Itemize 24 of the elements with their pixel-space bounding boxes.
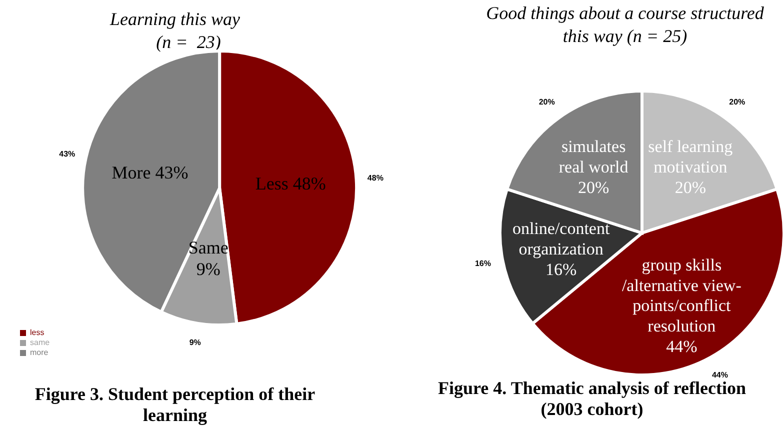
text: More 43% <box>112 162 188 182</box>
text: 20% <box>578 177 610 196</box>
chart-title: Good things about a course structured this way (n = 25) <box>485 2 765 48</box>
caption: Figure 4. Thematic analysis of reflection (2003 cohort) <box>437 378 747 420</box>
slice-label: self learning motivation <box>648 136 734 176</box>
slice-label: simulates real world <box>558 136 629 176</box>
legend-label: more <box>30 348 48 357</box>
data-label: 44% <box>712 370 728 380</box>
data-label: 20% <box>538 98 555 107</box>
text: 16% <box>546 259 577 278</box>
data-label: 9% <box>189 338 201 347</box>
data-label: 48% <box>367 174 384 183</box>
chart-title: Learning this way (n = 23) <box>108 8 241 54</box>
text: 44% <box>666 336 698 356</box>
legend-label: same <box>30 338 50 347</box>
data-label: 20% <box>729 98 746 107</box>
slice-label: group skills /alternative view- points/conflict resolution <box>622 254 742 336</box>
legend-label: less <box>30 328 44 337</box>
text: 20% <box>674 177 706 196</box>
data-label: 43% <box>59 149 76 158</box>
text: Less 48% <box>255 174 326 194</box>
data-label: 16% <box>474 258 491 268</box>
caption: Figure 3. Student perception of their learning <box>34 384 316 426</box>
slice-label: online/content organization <box>512 218 610 258</box>
